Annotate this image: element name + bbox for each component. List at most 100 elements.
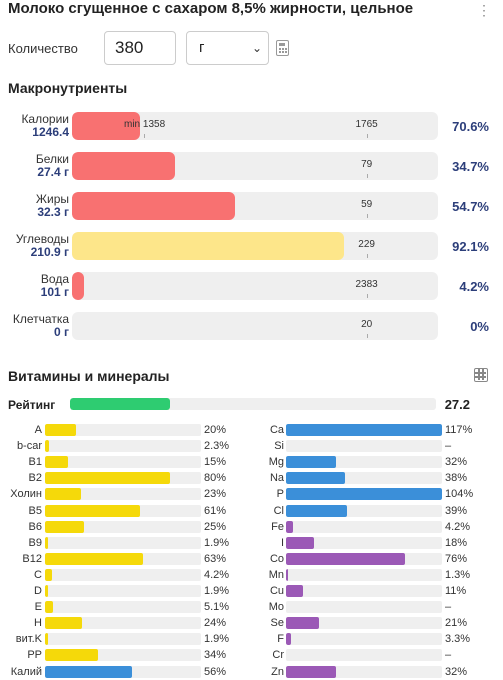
vitamin-bar-fill [286,568,289,581]
vitamin-row: A 20% [0,423,503,438]
vitamin-name: Si [274,440,284,453]
vitamin-name: Cr [272,649,284,662]
quantity-input[interactable] [104,31,176,65]
vitamin-row: Na 38% [0,471,503,486]
vitamin-row: Cu 11% [0,584,503,599]
vitamin-percent: 15% [204,456,227,469]
vitamin-name: Ca [269,424,284,436]
vitamin-bar [45,504,201,517]
vitamin-name: Mg [268,456,284,469]
macro-amount: 210.9 г [30,245,69,259]
vitamin-row: Cr – [0,648,503,663]
unit-select[interactable]: г ⌄ [186,31,269,65]
vitamin-percent: 32% [445,665,468,678]
vitamin-row: PP 34% [0,648,503,663]
vitamin-percent: 1.9% [204,585,230,597]
calculator-icon[interactable] [276,40,289,56]
vitamin-percent: 80% [204,472,227,485]
vitamin-row: Mg 32% [0,455,503,470]
macro-bar: 59 [72,192,438,220]
vitamin-percent: 61% [204,504,227,517]
vitamin-percent: 3.3% [445,633,471,646]
vitamin-name: Cl [273,504,284,517]
vitamin-bar [45,552,201,565]
vitamin-bar [286,552,442,565]
vitamin-name: b-car [16,440,42,453]
vitamin-bar-fill [286,472,346,485]
vitamin-bar-fill [45,665,133,678]
vitamin-name: E [34,601,42,614]
macro-amount: 32.3 г [37,205,69,219]
macro-percent: 34.7% [452,159,489,174]
vitamin-name: D [34,585,42,597]
vitamin-percent: 20% [204,424,227,436]
vitamin-name: PP [27,649,42,662]
rating-label: Рейтинг [8,398,56,412]
vitamin-bar [286,601,442,614]
macro-target-tick [366,334,368,338]
vitamin-bar [286,440,442,453]
vitamin-row: Калий 56% [0,665,503,680]
macros-section-title: Макронутриенты [8,80,128,96]
macro-percent: 54.7% [452,199,489,214]
macro-target-tick [366,134,368,138]
vitamin-row: C 4.2% [0,568,503,583]
vitamin-bar [286,649,442,662]
macro-target-label: 1765 [355,119,378,130]
vitamin-bar-fill [286,665,336,678]
chevron-down-icon: ⌄ [251,41,262,55]
vitamin-percent: 24% [204,617,227,630]
macro-target-tick [366,174,368,178]
vitamin-bar-fill [286,488,442,501]
vitamin-bar-fill [286,585,304,597]
vitamin-name: Zn [271,665,284,678]
vitamin-bar [286,585,442,597]
vitamin-name: Co [269,552,284,565]
macro-amount: 1246.4 [32,125,69,139]
vitamin-bar-fill [45,536,48,549]
vitamin-percent: 104% [445,488,474,501]
vitamin-bar-fill [45,617,83,630]
macro-percent: 92.1% [452,239,489,254]
macro-bar-fill [72,192,235,220]
more-menu-icon[interactable]: ⋮ [477,2,491,18]
rating-bar [70,398,436,410]
vitamin-percent: – [445,440,452,453]
vitamin-percent: 2.3% [204,440,230,453]
macro-row: Вода 101 г 2383 4.2% [0,272,503,300]
vitamin-bar [286,520,442,533]
vitamin-row: B9 1.9% [0,536,503,551]
macro-bar-fill [72,112,140,140]
macro-bar-fill [72,272,85,300]
vitamin-percent: 23% [204,488,227,501]
vitamin-bar [45,585,201,597]
vitamin-row: I 18% [0,536,503,551]
macro-target-label: 79 [361,159,373,170]
macro-target-label: 2383 [355,279,378,290]
vitamin-bar-fill [45,456,69,469]
vitamin-row: P 104% [0,487,503,502]
macro-percent: 0% [470,319,489,334]
macro-bar-fill [72,232,344,260]
vitamin-percent: 21% [445,617,468,630]
vitamin-bar [45,665,201,678]
vitamin-percent: 1.3% [445,568,471,581]
quantity-label: Количество [8,41,78,56]
vitamin-bar-fill [286,424,442,436]
vitamin-name: H [34,617,42,630]
vitamin-row: E 5.1% [0,600,503,615]
vitamin-row: F 3.3% [0,632,503,647]
vitamin-bar-fill [45,488,81,501]
vitamins-section-title: Витамины и минералы [8,368,170,384]
macro-bar: 79 [72,152,438,180]
vitamin-name: I [280,536,284,549]
vitamin-name: Se [270,617,284,630]
vitamin-bar [286,536,442,549]
vitamin-bar [45,601,201,614]
vitamin-name: Mo [268,601,284,614]
vitamin-name: вит.K [15,633,42,646]
vitamin-name: Cu [269,585,284,597]
vitamin-percent: 4.2% [204,568,230,581]
table-view-icon[interactable] [474,368,488,382]
vitamin-bar [286,488,442,501]
